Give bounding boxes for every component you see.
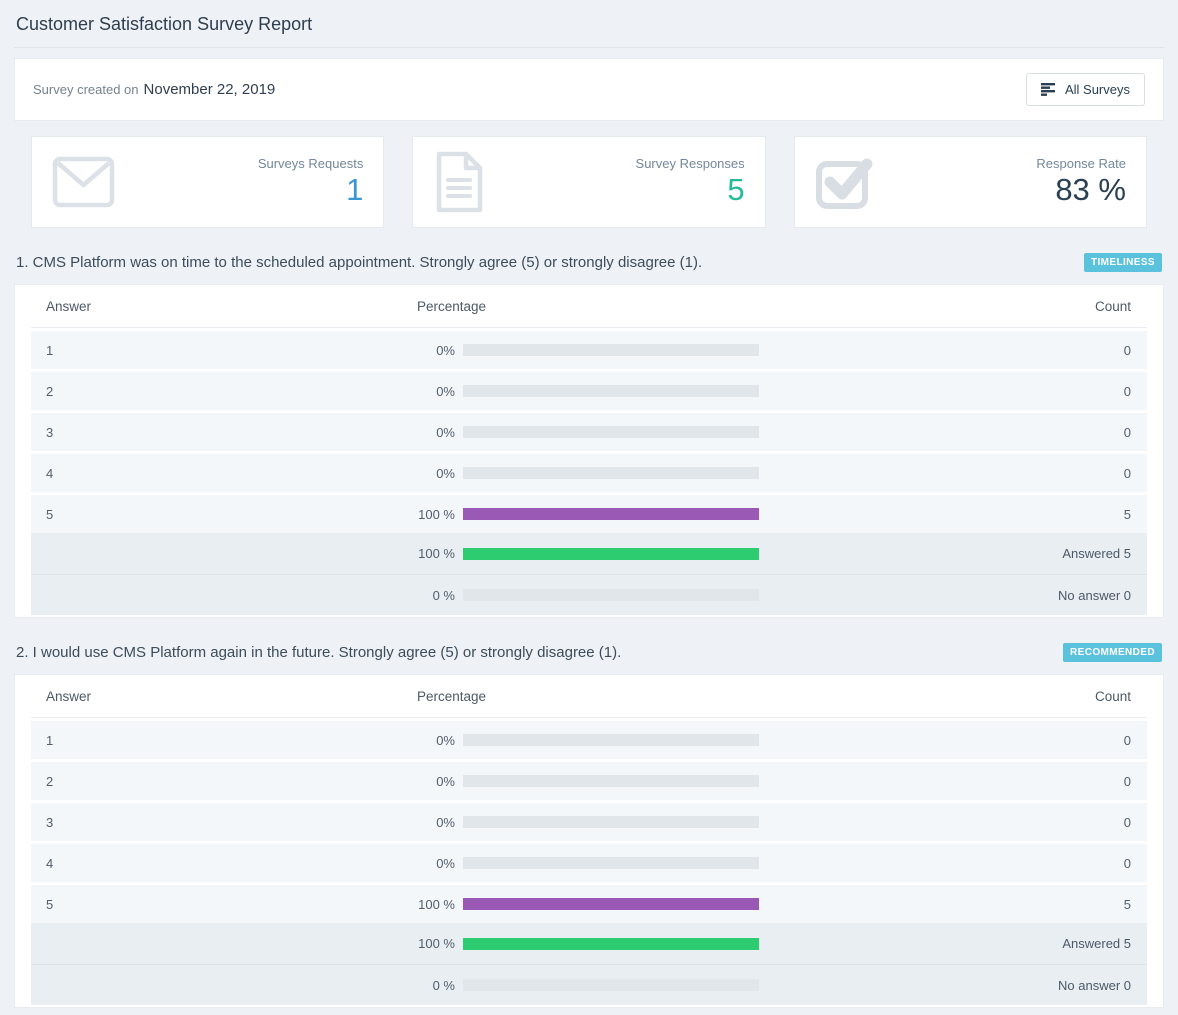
percentage-bar: [463, 547, 759, 560]
table-row: 3 0% 0: [31, 413, 1147, 451]
percentage-bar: [463, 979, 759, 991]
question-title: 2. I would use CMS Platform again in the…: [16, 644, 622, 661]
table-row: 4 0% 0: [31, 454, 1147, 492]
list-icon: [1040, 83, 1056, 96]
header-count: Count: [1094, 688, 1131, 704]
no-answer-row: 0 % No answer 0: [31, 574, 1147, 615]
table-header: Answer Percentage Count: [31, 675, 1147, 718]
stat-value: 1: [346, 172, 364, 208]
page-title: Customer Satisfaction Survey Report: [14, 0, 1164, 48]
stat-value: 83 %: [1055, 172, 1126, 208]
percentage-bar: [463, 467, 759, 479]
created-date: November 22, 2019: [143, 80, 276, 98]
table-header: Answer Percentage Count: [31, 285, 1147, 328]
stats-row: Surveys Requests 1 Survey Responses: [31, 136, 1147, 228]
percentage-bar: [463, 734, 759, 746]
all-surveys-button[interactable]: All Surveys: [1025, 73, 1145, 106]
answered-row: 100 % Answered 5: [31, 533, 1147, 574]
table-row: 1 0% 0: [31, 721, 1147, 759]
table-row: 2 0% 0: [31, 372, 1147, 410]
stat-label: Surveys Requests: [257, 156, 364, 172]
header-percentage: Percentage: [417, 688, 487, 704]
percentage-bar: [463, 857, 759, 869]
percentage-bar: [463, 816, 759, 828]
header-count: Count: [1094, 298, 1131, 314]
table-row: 2 0% 0: [31, 762, 1147, 800]
table-row: 4 0% 0: [31, 844, 1147, 882]
checkbox-icon: [815, 154, 875, 210]
stat-label: Survey Responses: [635, 156, 745, 172]
question-title: 1. CMS Platform was on time to the sched…: [16, 254, 703, 271]
answered-row: 100 % Answered 5: [31, 923, 1147, 964]
question-2-heading: 2. I would use CMS Platform again in the…: [16, 643, 1162, 662]
stat-card-responses: Survey Responses 5: [412, 136, 766, 228]
envelope-icon: [52, 156, 115, 208]
header-answer: Answer: [46, 298, 92, 314]
stat-value: 5: [727, 172, 745, 208]
question-1-heading: 1. CMS Platform was on time to the sched…: [16, 253, 1162, 272]
percentage-bar: [463, 344, 759, 356]
table-row: 3 0% 0: [31, 803, 1147, 841]
percentage-bar: [463, 508, 759, 520]
percentage-bar: [463, 898, 759, 910]
stat-card-response-rate: Response Rate 83 %: [793, 136, 1147, 228]
percentage-bar: [463, 589, 759, 601]
document-icon: [433, 151, 485, 213]
question-2-results-table: Answer Percentage Count 1 0% 0 2 0% 0 3 …: [14, 674, 1164, 1008]
percentage-bar: [463, 426, 759, 438]
all-surveys-label: All Surveys: [1064, 82, 1130, 97]
survey-created-text: Survey created on November 22, 2019: [33, 81, 275, 99]
table-row: 1 0% 0: [31, 331, 1147, 369]
header-percentage: Percentage: [417, 298, 487, 314]
question-category-badge: TIMELINESS: [1083, 253, 1162, 272]
percentage-bar: [463, 937, 759, 950]
question-category-badge: RECOMMENDED: [1063, 643, 1162, 662]
created-label: Survey created on: [33, 81, 139, 97]
question-1-results-table: Answer Percentage Count 1 0% 0 2 0% 0 3 …: [14, 284, 1164, 618]
stat-label: Response Rate: [1036, 156, 1126, 172]
table-row: 5 100 % 5: [31, 495, 1147, 533]
header-answer: Answer: [46, 688, 92, 704]
table-row: 5 100 % 5: [31, 885, 1147, 923]
percentage-bar: [463, 775, 759, 787]
survey-created-bar: Survey created on November 22, 2019 All S…: [14, 58, 1164, 121]
stat-card-requests: Surveys Requests 1: [31, 136, 385, 228]
percentage-bar: [463, 385, 759, 397]
no-answer-row: 0 % No answer 0: [31, 964, 1147, 1005]
